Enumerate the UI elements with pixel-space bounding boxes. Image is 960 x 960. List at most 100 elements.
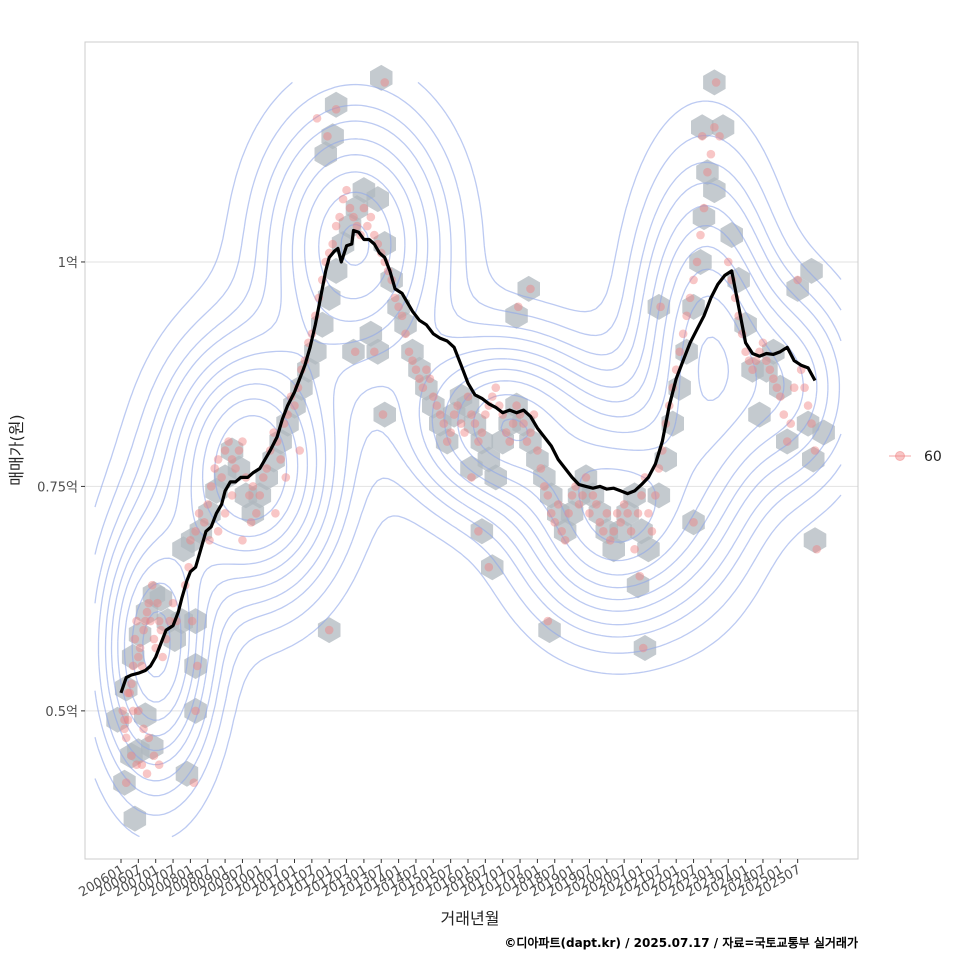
- data-point: [710, 122, 719, 132]
- data-point: [165, 616, 174, 626]
- data-point: [118, 706, 128, 716]
- data-point: [810, 446, 820, 455]
- data-point: [213, 527, 223, 536]
- data-point: [769, 374, 778, 383]
- data-point: [592, 500, 601, 509]
- data-point: [338, 194, 348, 204]
- data-point: [120, 715, 129, 725]
- data-point: [439, 419, 449, 428]
- data-point: [217, 473, 226, 482]
- data-point: [776, 392, 785, 401]
- plot-panel-border: [84, 41, 859, 860]
- data-point: [324, 625, 334, 635]
- data-point: [715, 131, 724, 141]
- data-point: [142, 607, 152, 617]
- data-point: [168, 598, 178, 608]
- data-point: [567, 491, 577, 500]
- data-point: [512, 401, 521, 410]
- data-point: [342, 185, 351, 195]
- data-point: [501, 428, 511, 437]
- data-point: [149, 751, 159, 761]
- data-point: [647, 527, 657, 536]
- hexbin-cell: [802, 446, 825, 473]
- data-point: [121, 733, 131, 743]
- data-point: [276, 455, 285, 464]
- data-point: [295, 446, 305, 455]
- data-point: [252, 509, 261, 518]
- data-point: [231, 464, 240, 473]
- data-point: [595, 518, 605, 527]
- hexbin-cell: [786, 275, 809, 302]
- hexbin-cell: [394, 311, 417, 338]
- data-point: [616, 518, 625, 527]
- data-point: [134, 706, 143, 716]
- data-point: [415, 374, 424, 383]
- data-point: [220, 446, 230, 455]
- hexbin-cell: [324, 257, 348, 284]
- data-point: [543, 491, 553, 500]
- data-point: [765, 365, 775, 374]
- data-point: [696, 230, 705, 240]
- data-point: [758, 338, 768, 348]
- density-contour: [104, 138, 829, 766]
- data-point: [224, 437, 233, 446]
- hexbin-cell: [812, 419, 835, 446]
- hexbin-cell: [184, 697, 207, 724]
- trend-line-layer: [119, 228, 817, 694]
- data-point: [238, 535, 247, 545]
- data-point: [411, 365, 421, 374]
- density-contour: [110, 154, 818, 752]
- data-point: [158, 652, 167, 662]
- data-point: [390, 293, 400, 303]
- density-contour: [117, 171, 804, 737]
- hexbin-cell: [106, 706, 129, 733]
- hexbin-cell: [484, 464, 507, 491]
- data-point: [328, 239, 337, 249]
- data-point: [560, 535, 570, 545]
- data-point: [132, 616, 141, 626]
- data-point: [682, 311, 691, 321]
- hexbin-cell: [373, 401, 396, 428]
- data-point: [331, 105, 341, 114]
- data-point: [779, 410, 789, 419]
- data-point: [363, 221, 372, 231]
- data-point: [335, 212, 344, 222]
- data-point: [144, 598, 154, 608]
- data-point: [128, 706, 138, 716]
- hexbin-cell: [314, 141, 337, 168]
- hexbin-cell: [370, 64, 393, 91]
- data-point: [789, 383, 799, 392]
- data-point: [487, 392, 497, 401]
- data-point: [142, 769, 152, 779]
- legend: 60: [889, 449, 942, 465]
- hexbin-cell: [435, 428, 459, 455]
- data-point: [312, 114, 322, 123]
- data-point: [786, 419, 796, 428]
- data-point: [349, 212, 358, 222]
- hexbin-cell: [505, 302, 528, 329]
- data-point: [146, 616, 155, 626]
- data-point: [370, 230, 379, 240]
- data-point: [191, 706, 200, 716]
- data-point: [238, 437, 247, 446]
- data-point: [678, 329, 688, 339]
- hexbin-cell: [748, 401, 771, 428]
- hexbin-cell: [800, 257, 823, 284]
- data-point: [359, 203, 369, 213]
- hexbin-cell: [769, 374, 792, 401]
- density-contour: [94, 81, 842, 838]
- data-point: [248, 482, 258, 491]
- data-point: [744, 356, 754, 366]
- data-point: [533, 446, 542, 455]
- data-point: [644, 509, 653, 518]
- data-point: [711, 78, 721, 87]
- data-point: [689, 275, 698, 285]
- data-point: [522, 437, 532, 446]
- data-point: [139, 625, 148, 635]
- data-point: [697, 131, 707, 141]
- data-point: [463, 392, 473, 401]
- data-point: [442, 437, 452, 446]
- legend-label: 60: [924, 449, 942, 465]
- data-point: [637, 491, 646, 500]
- hexbin-cell: [691, 114, 714, 141]
